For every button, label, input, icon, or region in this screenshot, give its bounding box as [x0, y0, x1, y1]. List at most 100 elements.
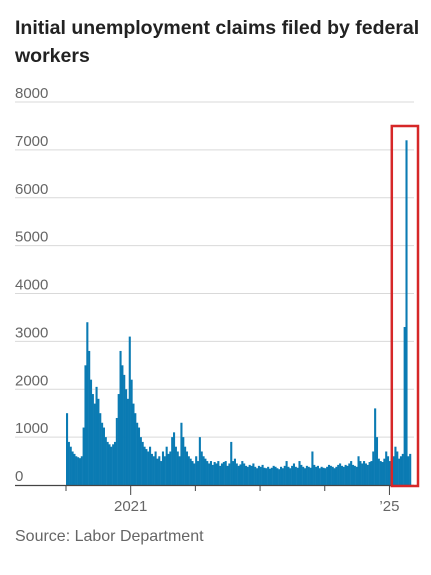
bar [174, 446, 177, 485]
bar [278, 469, 281, 485]
bar [215, 463, 218, 485]
bar [241, 461, 244, 485]
bar [185, 451, 189, 485]
bar [115, 417, 118, 485]
bar [303, 468, 307, 485]
bar [75, 456, 78, 485]
bar [86, 322, 89, 485]
bar [385, 451, 388, 485]
bar [82, 427, 85, 485]
bar [329, 465, 332, 485]
bar [67, 441, 70, 485]
bar [171, 437, 174, 486]
bar [289, 468, 292, 485]
bar [145, 449, 148, 485]
bar [226, 465, 229, 485]
bar [128, 336, 131, 485]
bar [375, 437, 379, 486]
bar [377, 458, 380, 485]
bar [396, 451, 399, 485]
bar [139, 437, 142, 486]
bar [392, 456, 395, 485]
y-axis-labels: 0 1000 2000 3000 4000 5000 6000 7000 8000 [15, 85, 48, 485]
bar [344, 464, 347, 485]
bar [359, 461, 362, 485]
bar [211, 464, 214, 485]
bar [272, 465, 275, 485]
x-tick-label: 2021 [114, 498, 147, 515]
bar [340, 465, 343, 485]
bar [316, 465, 319, 485]
bar [121, 365, 124, 485]
bar [66, 413, 69, 485]
bar [93, 403, 96, 485]
bar [134, 413, 137, 485]
bar [399, 456, 403, 485]
bar [117, 394, 120, 485]
bar [73, 453, 76, 485]
bar [219, 465, 222, 485]
bar [256, 468, 259, 485]
bar [326, 466, 329, 485]
bar [99, 413, 102, 485]
bar [88, 350, 91, 485]
bar [374, 408, 377, 485]
bar [149, 446, 152, 485]
y-tick-label: 3000 [15, 324, 48, 341]
bar [263, 467, 266, 485]
bar [315, 466, 318, 485]
bar [77, 457, 80, 485]
bar [346, 465, 349, 485]
bar [244, 465, 248, 485]
bar [337, 464, 340, 485]
bar [204, 458, 207, 485]
bar [387, 456, 390, 485]
bar [206, 461, 209, 485]
bar [113, 441, 117, 485]
bar [112, 444, 115, 485]
bar [283, 465, 286, 485]
bar [143, 446, 146, 485]
bar [147, 451, 150, 485]
bar [189, 458, 192, 485]
bar [357, 456, 360, 485]
bar [327, 464, 331, 485]
bar-chart: 0 1000 2000 3000 4000 5000 6000 7000 8000 2021 ’2… [15, 85, 420, 515]
bar [217, 461, 220, 485]
bar [156, 458, 159, 485]
bar [91, 394, 94, 485]
bar [394, 446, 397, 485]
y-tick-label: 6000 [15, 181, 48, 198]
bar [280, 466, 283, 485]
bar [193, 463, 196, 485]
bar [339, 463, 342, 485]
bar [167, 453, 170, 485]
y-tick-label: 5000 [15, 229, 48, 246]
y-tick-label: 7000 [15, 133, 48, 150]
bar [97, 398, 100, 485]
bar [388, 461, 391, 485]
bar [196, 461, 200, 485]
bar [254, 466, 257, 485]
bar [235, 463, 238, 485]
bar [309, 467, 312, 485]
bar [276, 468, 279, 485]
bar [208, 463, 211, 485]
bar [305, 465, 308, 485]
bar [292, 463, 296, 485]
bar [163, 456, 166, 485]
bar [361, 463, 364, 485]
bar [405, 140, 408, 486]
bar [187, 456, 190, 485]
bar [80, 456, 83, 485]
bar [298, 461, 301, 485]
bar [195, 456, 198, 485]
bar [184, 446, 187, 485]
bar [84, 365, 87, 485]
bar [318, 468, 321, 485]
bar [401, 453, 404, 485]
bar [102, 427, 105, 485]
bar [368, 462, 371, 485]
bar [222, 462, 225, 485]
bar [355, 466, 358, 485]
